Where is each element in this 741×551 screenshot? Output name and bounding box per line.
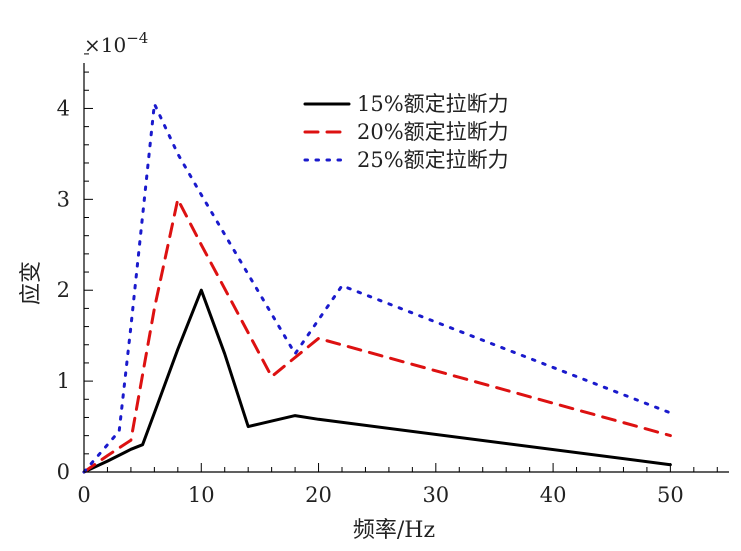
y-scale-exponent: −4 bbox=[126, 29, 148, 47]
x-tick-label: 0 bbox=[77, 483, 90, 507]
y-scale-prefix: ×10 bbox=[84, 33, 126, 57]
y-tick-label: 3 bbox=[57, 187, 70, 211]
x-tick-label: 50 bbox=[657, 483, 684, 507]
x-tick-label: 30 bbox=[422, 483, 449, 507]
x-tick-label: 10 bbox=[188, 483, 215, 507]
series-layer bbox=[82, 102, 672, 474]
y-axis-title: 应变 bbox=[19, 261, 44, 305]
y-scale-exponent-note: ×10−4 bbox=[84, 29, 148, 57]
series-line-2 bbox=[82, 197, 672, 474]
legend-label-2: 20%额定拉断力 bbox=[357, 120, 509, 144]
x-tick-label: 40 bbox=[540, 483, 567, 507]
legend-label-1: 15%额定拉断力 bbox=[357, 92, 509, 116]
y-tick-label: 0 bbox=[57, 460, 70, 484]
y-tick-label: 4 bbox=[57, 96, 70, 120]
y-tick-label: 1 bbox=[57, 369, 70, 393]
x-tick-label: 20 bbox=[305, 483, 332, 507]
legend-label-3: 25%额定拉断力 bbox=[357, 148, 509, 172]
y-tick-label: 2 bbox=[57, 278, 70, 302]
legend: 15%额定拉断力 20%额定拉断力 25%额定拉断力 bbox=[303, 92, 509, 172]
tick-marks bbox=[83, 53, 718, 473]
x-axis-title: 频率/Hz bbox=[353, 518, 435, 543]
series-line-3 bbox=[82, 102, 672, 474]
series-line-1 bbox=[82, 288, 672, 474]
axes bbox=[83, 63, 729, 473]
tick-labels: 0 10 20 30 40 50 0 1 2 3 4 bbox=[57, 96, 684, 507]
